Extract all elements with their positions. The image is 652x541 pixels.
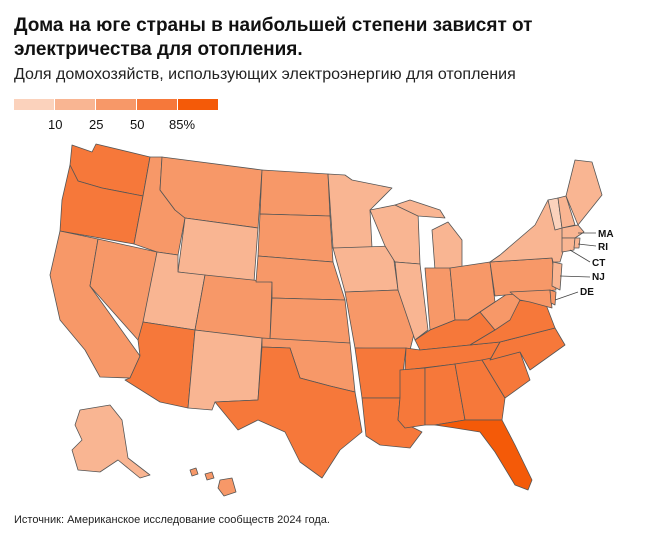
state-new-york bbox=[489, 199, 566, 263]
map-title: Дома на юге страны в наибольшей степени … bbox=[14, 15, 533, 60]
label-ma: MA bbox=[598, 229, 614, 240]
legend-swatch-2 bbox=[55, 99, 95, 110]
state-hawaii-1 bbox=[189, 467, 199, 477]
legend-swatch-1 bbox=[14, 99, 54, 110]
state-massachusetts bbox=[561, 224, 585, 239]
state-new-mexico bbox=[187, 329, 263, 411]
legend-swatch-5 bbox=[178, 99, 218, 110]
state-hawaii-2 bbox=[204, 471, 215, 481]
state-florida bbox=[434, 419, 533, 491]
color-legend: 10 25 50 85% bbox=[14, 99, 224, 135]
us-choropleth-map: MA RI CT NJ DE bbox=[49, 143, 614, 497]
state-delaware bbox=[549, 289, 557, 306]
legend-tick-10: 10 bbox=[48, 117, 63, 132]
state-rhode-island bbox=[573, 237, 581, 249]
state-mississippi bbox=[397, 367, 426, 429]
state-north-dakota bbox=[259, 169, 331, 217]
state-michigan bbox=[431, 221, 463, 271]
state-new-jersey bbox=[551, 261, 563, 291]
state-georgia bbox=[454, 359, 506, 421]
state-colorado bbox=[194, 274, 273, 341]
label-ct: CT bbox=[592, 258, 605, 269]
label-nj: NJ bbox=[592, 272, 605, 283]
state-texas bbox=[214, 346, 363, 479]
legend-swatch-3 bbox=[96, 99, 136, 110]
state-maryland bbox=[509, 289, 553, 309]
state-alaska bbox=[71, 404, 151, 479]
state-arkansas bbox=[354, 347, 407, 399]
state-connecticut bbox=[561, 237, 576, 253]
label-de: DE bbox=[580, 287, 594, 298]
legend-swatch-4 bbox=[137, 99, 177, 110]
state-michigan-up bbox=[394, 199, 446, 219]
state-illinois bbox=[394, 261, 429, 341]
state-new-hampshire bbox=[557, 195, 576, 229]
state-south-dakota bbox=[257, 213, 334, 263]
leader-nj bbox=[559, 275, 591, 278]
state-hawaii-3 bbox=[217, 477, 237, 497]
state-iowa bbox=[332, 245, 399, 293]
legend-tick-25: 25 bbox=[89, 117, 104, 132]
state-kansas bbox=[269, 297, 351, 344]
legend-tick-50: 50 bbox=[130, 117, 145, 132]
leader-ri bbox=[577, 243, 597, 247]
state-maine bbox=[565, 159, 603, 226]
leader-de bbox=[554, 291, 579, 301]
leader-ct bbox=[569, 249, 591, 263]
map-subtitle: Доля домохозяйств, использующих электроэ… bbox=[14, 66, 516, 83]
state-missouri bbox=[344, 289, 416, 351]
source-note: Источник: Американское исследование сооб… bbox=[14, 514, 330, 526]
legend-tick-85: 85% bbox=[169, 117, 196, 132]
state-wyoming bbox=[177, 217, 259, 283]
label-ri: RI bbox=[598, 242, 608, 253]
